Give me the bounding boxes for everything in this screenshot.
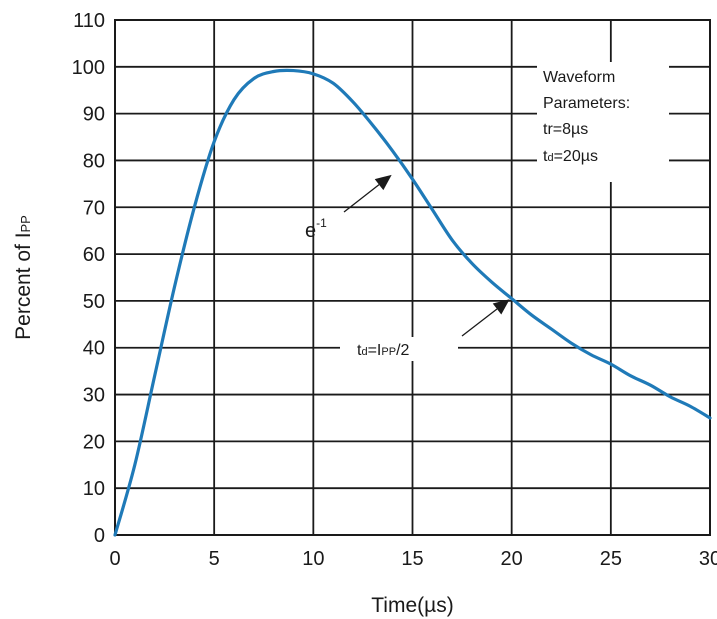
td-label-sub2: PP [381,346,396,358]
e-inverse-exp: -1 [316,216,327,230]
x-tick-label-5: 5 [209,548,220,570]
y-tick-label-30: 30 [83,385,105,407]
y-tick-label-10: 10 [83,478,105,500]
x-tick-labels: 0 5 10 15 20 25 30 [109,548,717,570]
legend-line-4: td=20µs [543,148,598,165]
y-axis-label: Percent of IPP [12,215,35,340]
y-tick-label-0: 0 [94,525,105,547]
y-tick-label-110: 110 [73,10,105,32]
y-axis-label-main: Percent of I [12,232,35,339]
x-tick-label-15: 15 [401,548,423,570]
e-inverse-arrow-head [374,174,392,191]
e-inverse-base: e [305,220,316,242]
y-tick-label-90: 90 [83,104,105,126]
plot-frame [114,19,711,536]
legend-line-2: Parameters: [543,95,630,112]
waveform-line [113,68,712,537]
legend-box: Waveform Parameters: tr=8µs td=20µs [543,69,630,165]
td-label-main: t [357,342,362,359]
legend-line-3: tr=8µs [543,121,588,138]
y-axis-label-sub: PP [18,215,33,232]
y-tick-label-80: 80 [83,150,105,172]
legend-line-4-main: t [543,148,548,165]
td-label-background [340,337,458,361]
td-label: td=IPP/2 [357,342,410,359]
y-tick-labels: 0 10 20 30 40 50 60 70 80 90 100 110 [72,10,105,547]
x-tick-label-10: 10 [302,548,324,570]
y-tick-label-40: 40 [83,338,105,360]
x-tick-label-20: 20 [501,548,523,570]
e-inverse-arrow-line [343,184,380,213]
e-inverse-label: e-1 [305,216,327,242]
x-axis-label: Time(µs) [371,594,453,617]
td-label-rest: /2 [396,342,409,359]
legend-line-4-rest: =20µs [554,148,598,165]
td-arrow-head [492,299,510,315]
y-tick-label-60: 60 [83,244,105,266]
legend-line-4-sub: d [547,152,553,164]
y-tick-label-70: 70 [83,197,105,219]
y-tick-label-100: 100 [72,57,105,79]
legend-line-1: Waveform [543,69,615,86]
y-tick-label-20: 20 [83,431,105,453]
td-label-sub: d [361,346,367,358]
x-tick-label-30: 30 [699,548,717,570]
td-arrow-line [461,308,498,337]
legend-box-background [537,62,669,182]
td-label-mid: =I [368,342,382,359]
x-tick-label-0: 0 [109,548,120,570]
x-tick-label-25: 25 [600,548,622,570]
y-tick-label-50: 50 [83,291,105,313]
